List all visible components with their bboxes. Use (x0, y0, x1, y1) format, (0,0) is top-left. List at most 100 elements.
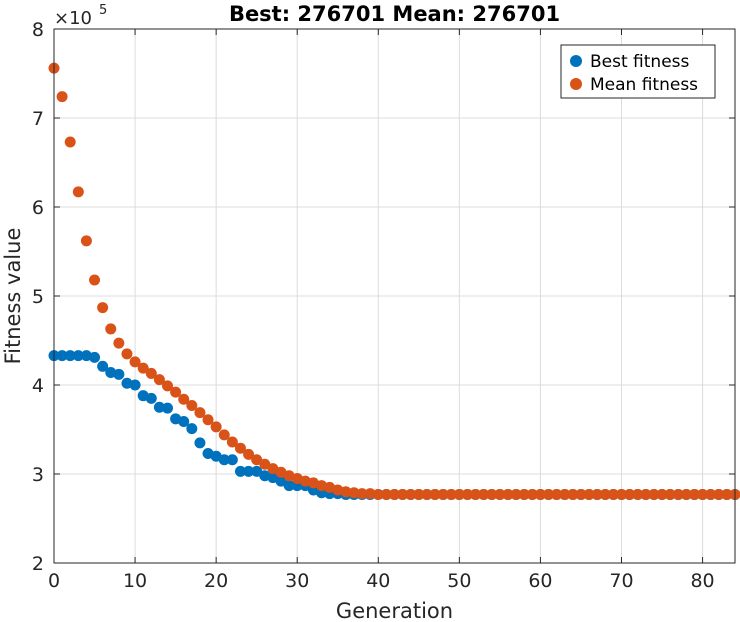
data-point (186, 399, 198, 411)
x-tick-label: 50 (447, 570, 471, 592)
data-point (421, 488, 433, 500)
data-point (178, 415, 190, 427)
legend-label-mean-fitness: Mean fitness (590, 75, 698, 95)
data-point (648, 488, 660, 500)
x-tick-label: 80 (690, 570, 714, 592)
data-point (445, 488, 457, 500)
data-point (275, 475, 287, 487)
data-point (113, 337, 125, 349)
data-point (202, 414, 214, 426)
data-point (226, 454, 238, 466)
data-point (672, 488, 684, 500)
data-point (97, 360, 109, 372)
data-point (437, 488, 449, 500)
data-point (583, 488, 595, 500)
data-point (234, 465, 246, 477)
data-point (461, 488, 473, 500)
y-axis-exponent: ×10 5 (54, 3, 107, 29)
data-point (194, 437, 206, 449)
data-point (405, 488, 417, 500)
legend-marker-best-fitness (570, 55, 582, 67)
data-point (575, 488, 587, 500)
data-point (664, 488, 676, 500)
data-point (56, 91, 68, 103)
data-point (121, 348, 133, 360)
data-point (153, 374, 165, 386)
data-point (89, 274, 101, 286)
data-point (372, 488, 384, 500)
data-point (607, 488, 619, 500)
data-point (567, 488, 579, 500)
data-point (680, 488, 692, 500)
data-point (178, 393, 190, 405)
data-point (640, 488, 652, 500)
data-point (543, 488, 555, 500)
data-point (145, 367, 157, 379)
data-point (218, 429, 230, 441)
data-point (89, 351, 101, 363)
data-point (162, 402, 173, 414)
legend-box (560, 44, 716, 99)
y-tick-label: 4 (32, 375, 44, 397)
data-point (413, 488, 425, 500)
y-axis-label: Fitness value (1, 228, 25, 365)
tick-layer: 0 10 20 30 40 50 60 70 80 2 3 4 5 6 7 8 (32, 19, 735, 592)
data-point (145, 392, 157, 404)
y-exponent-prefix: ×10 (54, 8, 92, 29)
legend: Best fitness Mean fitness (560, 44, 716, 99)
x-tick-label: 40 (366, 570, 390, 592)
data-point (364, 488, 376, 500)
data-point (721, 488, 733, 500)
data-point (251, 454, 263, 466)
data-point (113, 368, 125, 380)
data-point (80, 235, 92, 247)
data-point (129, 379, 141, 391)
data-point (526, 488, 538, 500)
data-point (243, 448, 255, 460)
data-point (153, 401, 165, 413)
data-point (340, 486, 352, 498)
data-point (688, 488, 700, 500)
y-tick-label: 6 (32, 197, 44, 219)
data-point (226, 436, 238, 448)
data-point (713, 488, 725, 500)
x-axis-label: Generation (336, 599, 453, 622)
data-point (194, 407, 206, 419)
data-point (234, 442, 246, 454)
data-point (632, 488, 644, 500)
data-point (72, 186, 84, 198)
data-point (599, 488, 611, 500)
data-point (551, 488, 563, 500)
y-tick-label: 8 (32, 19, 44, 41)
data-point (259, 458, 271, 470)
data-point (243, 465, 255, 477)
data-point (170, 386, 182, 398)
data-point (494, 488, 506, 500)
data-point (656, 488, 668, 500)
data-point (486, 488, 498, 500)
y-exponent-power: 5 (99, 3, 107, 18)
data-point (429, 488, 441, 500)
data-point (64, 350, 76, 362)
data-point (591, 488, 603, 500)
x-tick-label: 70 (609, 570, 633, 592)
y-tick-label: 5 (32, 286, 44, 308)
x-tick-label: 60 (528, 570, 552, 592)
data-point (162, 380, 173, 392)
data-point (518, 488, 530, 500)
data-point (478, 488, 490, 500)
x-tick-label: 20 (204, 570, 228, 592)
data-point (397, 488, 409, 500)
data-point (616, 488, 627, 500)
data-point (348, 487, 360, 499)
data-point (534, 488, 546, 500)
data-point (72, 350, 84, 362)
data-point (510, 488, 522, 500)
data-point (105, 323, 117, 335)
data-point (453, 488, 465, 500)
data-layer (48, 62, 740, 500)
data-point (210, 421, 222, 433)
x-tick-label: 0 (48, 570, 60, 592)
